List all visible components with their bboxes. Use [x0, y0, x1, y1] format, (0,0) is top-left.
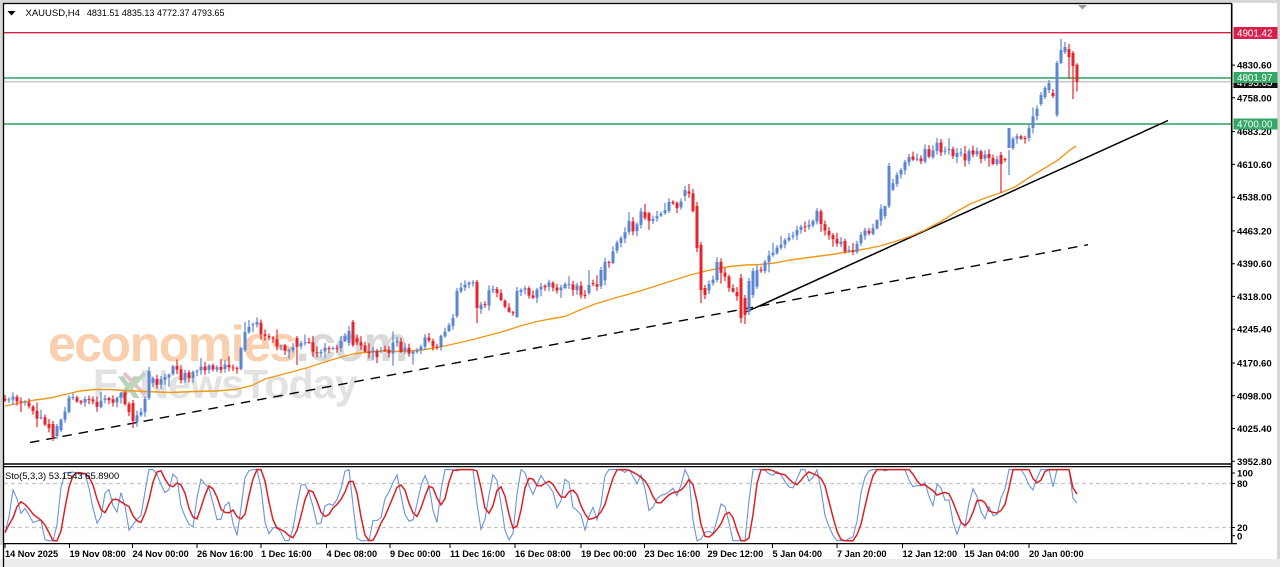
svg-text:7 Jan 20:00: 7 Jan 20:00 [837, 549, 887, 559]
svg-text:4610.60: 4610.60 [1237, 160, 1272, 171]
svg-text:4025.40: 4025.40 [1237, 424, 1272, 435]
svg-text:20: 20 [1237, 523, 1248, 534]
svg-text:4098.00: 4098.00 [1237, 391, 1272, 402]
svg-text:FxNewsToday: FxNewsToday [93, 361, 358, 407]
svg-text:0: 0 [1237, 531, 1242, 542]
svg-text:1 Dec 16:00: 1 Dec 16:00 [261, 549, 312, 559]
svg-text:4245.40: 4245.40 [1237, 325, 1272, 336]
svg-text:24 Nov 00:00: 24 Nov 00:00 [133, 549, 189, 559]
svg-text:5 Jan 04:00: 5 Jan 04:00 [773, 549, 823, 559]
svg-text:16 Dec 08:00: 16 Dec 08:00 [515, 549, 571, 559]
svg-text:4793.65: 4793.65 [1237, 78, 1273, 89]
svg-text:26 Nov 16:00: 26 Nov 16:00 [197, 549, 253, 559]
svg-text:14 Nov 2025: 14 Nov 2025 [5, 549, 58, 559]
svg-text:4830.60: 4830.60 [1237, 61, 1272, 72]
svg-text:4901.42: 4901.42 [1237, 29, 1272, 40]
svg-text:100: 100 [1237, 469, 1253, 480]
svg-text:3952.80: 3952.80 [1237, 457, 1272, 468]
svg-text:4318.00: 4318.00 [1237, 292, 1272, 303]
svg-text:4801.97: 4801.97 [1237, 73, 1272, 84]
svg-text:4390.60: 4390.60 [1237, 259, 1272, 270]
svg-text:4700.00: 4700.00 [1237, 120, 1273, 131]
svg-text:4463.20: 4463.20 [1237, 226, 1272, 237]
svg-text:29 Dec 12:00: 29 Dec 12:00 [708, 549, 764, 559]
svg-text:4 Dec 08:00: 4 Dec 08:00 [327, 549, 378, 559]
svg-text:12 Jan 12:00: 12 Jan 12:00 [903, 549, 958, 559]
svg-text:80: 80 [1237, 479, 1248, 490]
svg-text:4758.00: 4758.00 [1237, 93, 1272, 104]
svg-text:23 Dec 16:00: 23 Dec 16:00 [645, 549, 701, 559]
svg-text:19 Nov 08:00: 19 Nov 08:00 [70, 549, 126, 559]
svg-text:19 Dec 00:00: 19 Dec 00:00 [581, 549, 637, 559]
svg-text:15 Jan 04:00: 15 Jan 04:00 [965, 549, 1020, 559]
svg-text:11 Dec 16:00: 11 Dec 16:00 [450, 549, 505, 559]
svg-text:4538.00: 4538.00 [1237, 193, 1272, 204]
svg-text:4170.60: 4170.60 [1237, 359, 1272, 370]
svg-text:20 Jan 00:00: 20 Jan 00:00 [1029, 549, 1084, 559]
svg-text:Sto(5,3,3) 53.1543 65.8900: Sto(5,3,3) 53.1543 65.8900 [5, 470, 119, 481]
svg-text:9 Dec 00:00: 9 Dec 00:00 [390, 549, 441, 559]
svg-text:4683.20: 4683.20 [1237, 127, 1272, 138]
